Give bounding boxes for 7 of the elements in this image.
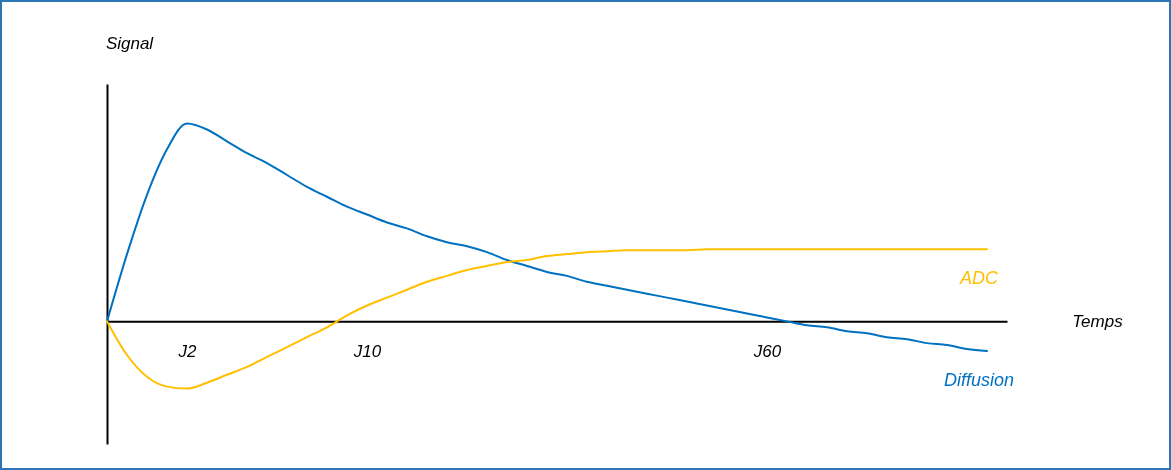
- y-axis-title: Signal: [105, 33, 155, 53]
- series-label: Diffusion: [943, 370, 1015, 391]
- x-tick-label: J2: [177, 341, 198, 361]
- x-tick-label: J60: [752, 341, 782, 361]
- x-tick-label: J10: [352, 341, 382, 361]
- x-axis-title: Temps: [1072, 311, 1124, 331]
- series-label: ADC: [958, 268, 999, 289]
